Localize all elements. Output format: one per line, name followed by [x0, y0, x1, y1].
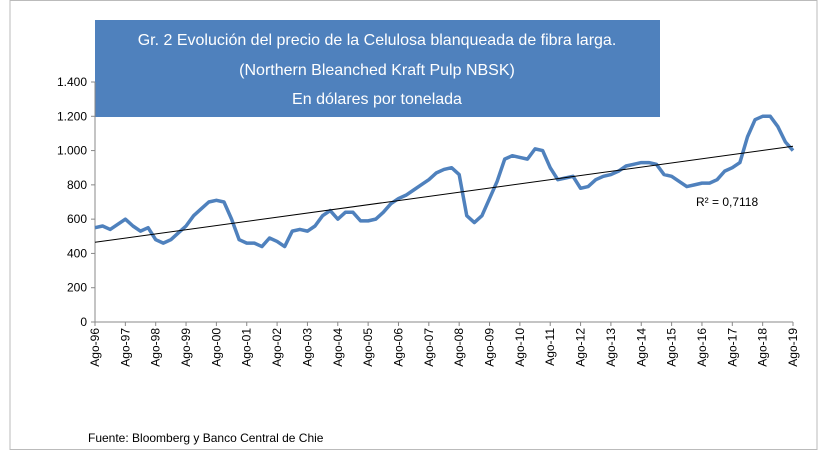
- x-tick-label: Ago-17: [725, 328, 739, 367]
- x-tick-label: Ago-15: [665, 328, 679, 367]
- x-tick-label: Ago-05: [361, 328, 375, 367]
- source: Fuente: Bloomberg y Banco Central de Chi…: [88, 431, 324, 445]
- y-tick-label: 0: [80, 315, 87, 329]
- title-box: [95, 20, 660, 117]
- x-tick-label: Ago-06: [391, 328, 405, 367]
- x-tick-label: Ago-12: [574, 328, 588, 367]
- x-tick-label: Ago-16: [695, 328, 709, 367]
- x-tick-label: Ago-10: [513, 328, 527, 367]
- chart-subtitle: (Northern Bleanched Kraft Pulp NBSK): [239, 62, 515, 79]
- x-tick-label: Ago-99: [179, 328, 193, 367]
- x-tick-label: Ago-00: [209, 328, 223, 367]
- x-tick-label: Ago-09: [483, 328, 497, 367]
- x-tick-label: Ago-98: [149, 328, 163, 367]
- y-tick-label: 800: [67, 178, 87, 192]
- trendline: [94, 145, 794, 243]
- y-tick-label: 1.400: [57, 75, 87, 89]
- x-tick-label: Ago-01: [240, 328, 254, 367]
- y-tick-label: 1.000: [57, 144, 87, 158]
- chart-title: Gr. 2 Evolución del precio de la Celulos…: [138, 32, 617, 49]
- y-tick-label: 200: [67, 281, 87, 295]
- y-tick-label: 600: [67, 212, 87, 226]
- x-tick-label: Ago-13: [604, 328, 618, 367]
- x-tick-label: Ago-03: [300, 328, 314, 367]
- x-tick-label: Ago-96: [88, 328, 102, 367]
- y-tick-label: 1.200: [57, 109, 87, 123]
- x-tick-label: Ago-08: [452, 328, 466, 367]
- x-tick-label: Ago-07: [422, 328, 436, 367]
- y-tick-label: 400: [67, 246, 87, 260]
- data-line: [94, 114, 795, 249]
- x-tick-label: Ago-97: [118, 328, 132, 367]
- x-tick-label: Ago-04: [331, 328, 345, 367]
- x-tick-label: Ago-11: [543, 328, 557, 366]
- x-tick-label: Ago-18: [756, 328, 770, 367]
- x-tick-label: Ago-02: [270, 328, 284, 367]
- x-tick-label: Ago-14: [634, 328, 648, 367]
- x-tick-label: Ago-19: [786, 328, 800, 367]
- chart-subtitle: En dólares por tonelada: [292, 91, 462, 108]
- annotation: R² = 0,7118: [696, 195, 758, 209]
